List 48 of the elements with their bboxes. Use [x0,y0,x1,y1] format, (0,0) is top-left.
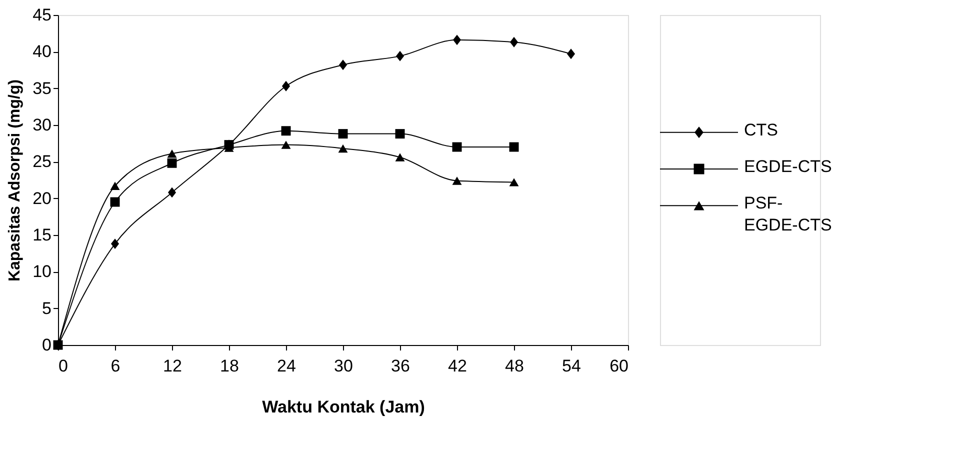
point [110,238,120,250]
point [281,126,291,136]
y-tick-label: 0 [42,336,52,354]
point [395,129,405,139]
point [110,182,120,190]
point [110,197,120,207]
point [167,149,177,158]
point [338,144,348,153]
point [510,36,518,48]
legend-label: CTS [744,120,778,140]
x-tick-label: 6 [110,356,120,376]
point [168,187,176,198]
x-tick-label: 60 [610,356,628,376]
legend-label: PSF-EGDE-CTS [744,194,832,235]
x-tick-label: 0 [58,356,68,376]
x-tick-label: 18 [220,356,239,376]
point [282,80,290,92]
x-axis-title: Waktu Kontak (Jam) [262,398,425,416]
x-tick-label: 42 [448,356,467,376]
point [452,34,462,46]
point [281,140,291,149]
legend-label: EGDE-CTS [744,157,832,176]
x-tick-label: 36 [391,356,410,376]
y-tick-label: 45 [32,6,52,24]
x-tick-label: 24 [277,356,296,376]
y-tick-label: 10 [32,262,52,282]
point [338,129,348,139]
x-tick-label: 30 [334,356,353,376]
point [452,142,462,152]
point [396,50,404,62]
x-tick-label: 48 [505,356,524,376]
y-tick-label: 15 [32,226,52,244]
point [167,158,177,168]
y-axis-title: Kapasitas Adsorpsi (mg/g) [6,79,24,282]
y-tick-label: 35 [32,78,52,98]
y-tick-label: 40 [32,42,52,62]
y-tick-label: 25 [32,152,52,172]
point [452,176,462,185]
point [509,142,519,152]
x-tick-label: 54 [562,356,581,376]
y-tick-label: 5 [42,298,52,318]
point [338,60,348,70]
point [395,153,405,162]
point [566,48,576,60]
point [509,178,519,186]
y-tick-label: 20 [32,188,52,208]
y-tick-label: 30 [32,116,52,134]
x-tick-label: 12 [163,356,182,376]
